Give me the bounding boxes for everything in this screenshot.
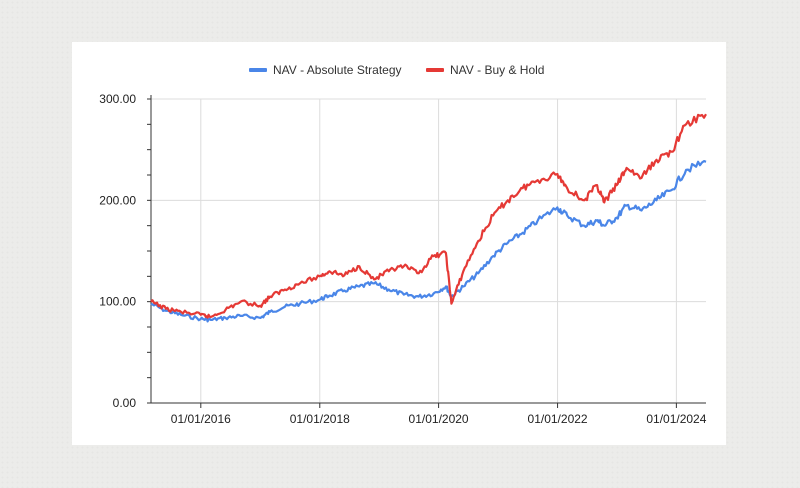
legend-swatch-absolute (249, 68, 267, 72)
grid (151, 98, 706, 403)
legend-label-absolute: NAV - Absolute Strategy (273, 63, 402, 77)
y-tick-label: 100.00 (99, 295, 136, 309)
x-tick-label: 01/01/2020 (409, 412, 469, 426)
series-lines (150, 113, 707, 323)
axes: 0.00 100.00 200.00 300.00 01/01/2016 01/01/20… (99, 92, 706, 426)
legend: NAV - Absolute Strategy NAV - Buy & Hold (249, 63, 544, 77)
legend-label-buyhold: NAV - Buy & Hold (450, 63, 544, 77)
x-tick-label: 01/01/2022 (528, 412, 588, 426)
series-line-absolute (150, 160, 707, 323)
chart-card: NAV - Absolute Strategy NAV - Buy & Hold… (72, 42, 726, 445)
x-tick-label: 01/01/2024 (646, 412, 706, 426)
line-chart: NAV - Absolute Strategy NAV - Buy & Hold… (99, 63, 707, 426)
legend-swatch-buyhold (426, 68, 444, 72)
y-tick-label: 300.00 (99, 92, 136, 106)
series-line-buyhold (150, 113, 707, 319)
x-tick-label: 01/01/2016 (171, 412, 231, 426)
x-tick-label: 01/01/2018 (290, 412, 350, 426)
y-tick-label: 0.00 (113, 396, 137, 410)
y-tick-label: 200.00 (99, 193, 136, 207)
